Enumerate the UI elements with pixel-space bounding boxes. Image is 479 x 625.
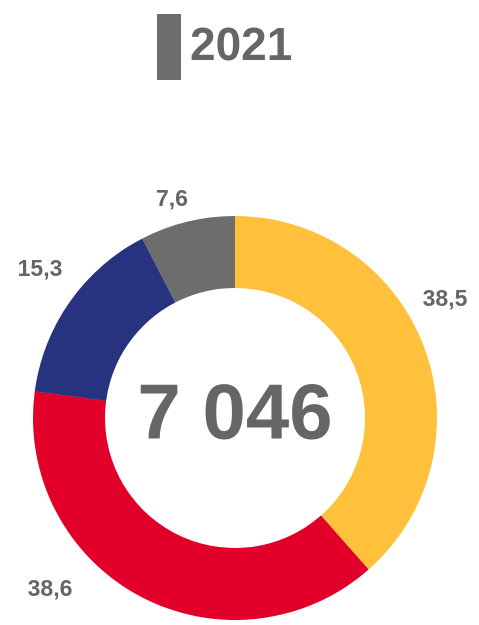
- chart-title: 2021: [190, 18, 292, 70]
- value-label: 38,6: [28, 575, 73, 601]
- donut-slice: [33, 391, 369, 620]
- donut-slice: [142, 216, 235, 303]
- value-label: 38,5: [423, 285, 468, 311]
- donut: [33, 216, 438, 620]
- value-label: 15,3: [18, 255, 63, 281]
- donut-slice: [235, 216, 438, 570]
- title-marker: [157, 14, 181, 80]
- center-label: 7 046: [137, 368, 332, 456]
- value-label: 7,6: [156, 185, 188, 211]
- donut-slice: [34, 238, 176, 401]
